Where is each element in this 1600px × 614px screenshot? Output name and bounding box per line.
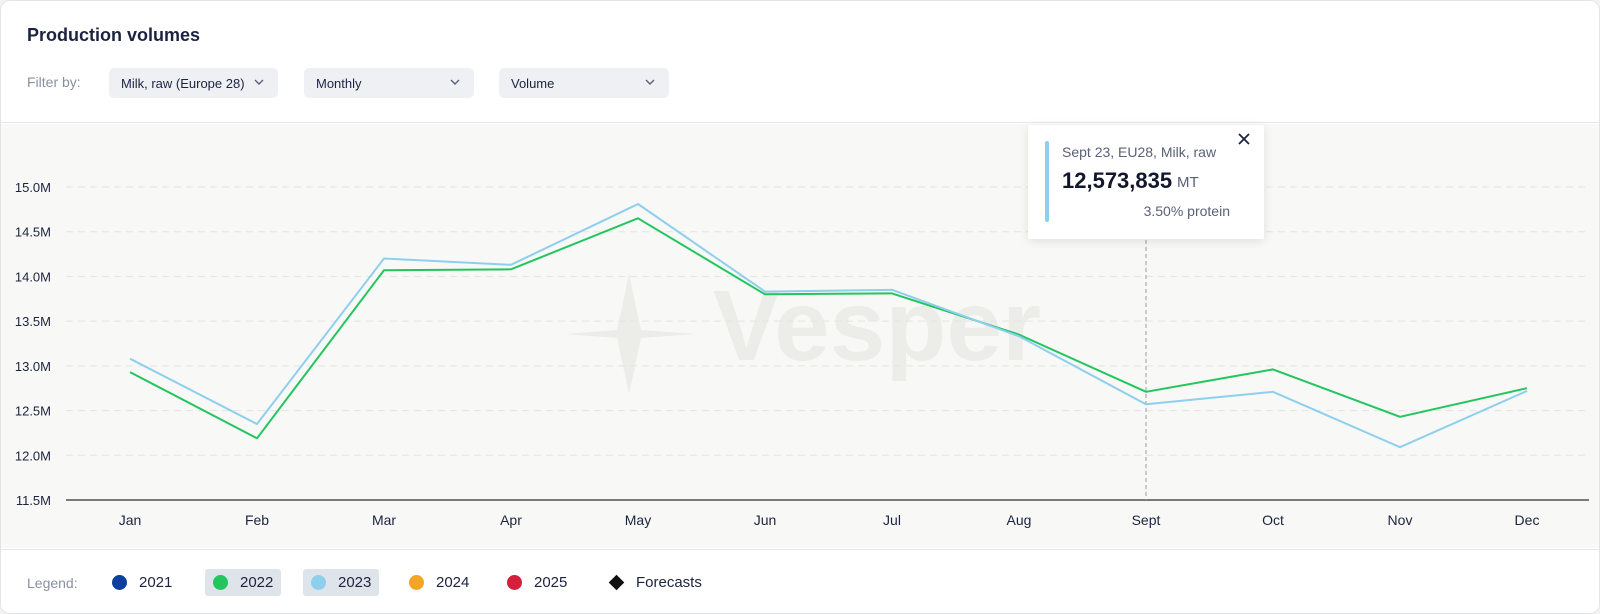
chevron-down-icon (450, 79, 460, 85)
diamond-icon (608, 574, 625, 591)
legend-item-forecasts[interactable]: Forecasts (601, 569, 710, 596)
legend-item-label: 2022 (240, 574, 274, 591)
legend-swatch (311, 575, 326, 590)
legend-item-label: 2024 (436, 574, 470, 591)
tooltip-series-marker (1045, 141, 1049, 222)
y-tick-label: 11.5M (16, 493, 51, 508)
x-tick-label: Jul (883, 512, 901, 528)
x-tick-label: Apr (500, 512, 522, 528)
tooltip-unit: MT (1177, 174, 1199, 191)
legend-swatch (213, 575, 228, 590)
x-tick-label: Dec (1515, 512, 1540, 528)
y-tick-label: 14.5M (15, 225, 51, 240)
legend-item-2024[interactable]: 2024 (401, 569, 477, 596)
y-tick-label: 13.0M (15, 359, 51, 374)
y-tick-labels: 11.5M 12.0M 12.5M 13.0M 13.5M 14.0M 14.5M 15.0M (15, 180, 51, 508)
y-tick-label: 14.0M (15, 269, 51, 284)
series-lines (129, 203, 1528, 449)
vesper-logo-icon (564, 274, 696, 394)
x-tick-label: May (625, 512, 651, 528)
y-tick-label: 12.5M (15, 404, 51, 419)
y-tick-label: 12.0M (15, 448, 51, 463)
line-chart[interactable]: Vesper 11.5M 12.0M 12.5M 13.0M 13.5M 14.0M 14.… (1, 124, 1600, 548)
x-tick-label: Jan (119, 512, 142, 528)
watermark: Vesper (564, 270, 1041, 394)
legend-swatch (112, 575, 127, 590)
legend-item-label: 2025 (534, 574, 568, 591)
series-line-2023[interactable] (129, 203, 1528, 449)
card-header: Production volumes Filter by: Milk, raw … (1, 1, 1599, 123)
x-tick-label: Sept (1132, 512, 1161, 528)
legend-swatch (409, 575, 424, 590)
legend-item-2021[interactable]: 2021 (104, 569, 180, 596)
x-tick-labels: Jan Feb Mar Apr May Jun Jul Aug Sept Oct Nov Dec (119, 512, 1540, 528)
x-tick-label: Feb (245, 512, 269, 528)
x-tick-label: Jun (754, 512, 777, 528)
legend-item-2022[interactable]: 2022 (205, 569, 282, 596)
y-tick-label: 15.0M (15, 180, 51, 195)
data-tooltip: Sept 23, EU28, Milk, raw 12,573,835 MT 3… (1028, 125, 1264, 239)
grid-lines (66, 186, 1589, 456)
filter-label: Filter by: (27, 74, 81, 90)
x-tick-label: Aug (1007, 512, 1032, 528)
close-icon[interactable] (1236, 131, 1252, 147)
product-filter-dropdown[interactable]: Milk, raw (Europe 28) (109, 68, 278, 98)
y-tick-label: 13.5M (15, 314, 51, 329)
legend-item-label: Forecasts (636, 574, 702, 591)
series-line-2022[interactable] (129, 217, 1528, 440)
tooltip-value: 12,573,835 (1062, 168, 1173, 193)
tooltip-note: 3.50% protein (1143, 203, 1230, 219)
x-tick-label: Nov (1388, 512, 1413, 528)
legend: Legend: 2021 2022 2023 2024 2025 Forecas… (1, 549, 1599, 613)
tooltip-heading: Sept 23, EU28, Milk, raw (1062, 144, 1217, 160)
frequency-filter-value: Monthly (316, 75, 362, 91)
chart-area: Vesper 11.5M 12.0M 12.5M 13.0M 13.5M 14.0M 14.… (1, 124, 1599, 548)
legend-item-2025[interactable]: 2025 (499, 569, 575, 596)
frequency-filter-dropdown[interactable]: Monthly (304, 68, 474, 98)
chevron-down-icon (645, 79, 655, 85)
product-filter-value: Milk, raw (Europe 28) (121, 75, 245, 91)
legend-item-label: 2023 (338, 574, 372, 591)
legend-item-label: 2021 (139, 574, 173, 591)
chevron-down-icon (254, 79, 264, 85)
legend-label: Legend: (27, 575, 78, 591)
x-tick-label: Mar (372, 512, 396, 528)
watermark-text: Vesper (713, 270, 1041, 382)
legend-item-2023[interactable]: 2023 (303, 569, 380, 596)
x-tick-label: Oct (1262, 512, 1284, 528)
page-title: Production volumes (27, 25, 201, 45)
metric-filter-value: Volume (511, 75, 555, 91)
metric-filter-dropdown[interactable]: Volume (499, 68, 669, 98)
legend-swatch (507, 575, 522, 590)
